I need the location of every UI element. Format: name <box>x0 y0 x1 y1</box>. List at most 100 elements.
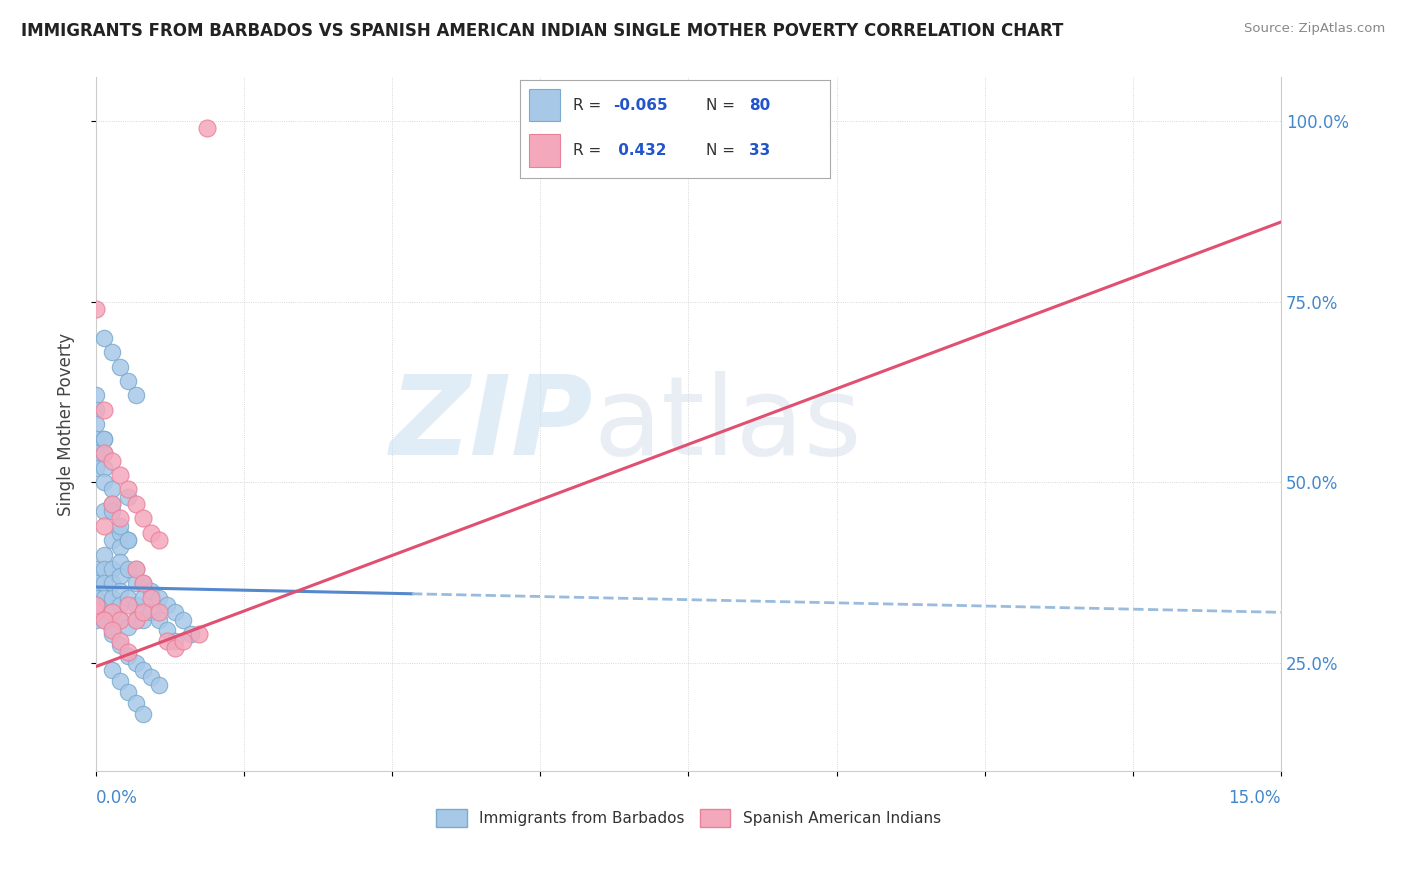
Point <box>141 525 163 540</box>
Point <box>101 345 124 359</box>
Point <box>141 591 163 605</box>
Point <box>101 620 124 634</box>
Point <box>108 359 131 374</box>
Point <box>148 533 170 547</box>
Point <box>117 490 139 504</box>
Point <box>108 613 131 627</box>
Point <box>93 460 115 475</box>
Point <box>156 624 179 638</box>
Point <box>124 696 146 710</box>
Point <box>101 627 124 641</box>
Point <box>93 331 115 345</box>
Point <box>84 446 107 460</box>
Point <box>117 533 139 547</box>
Point <box>124 656 146 670</box>
Point <box>148 613 170 627</box>
Point <box>156 598 179 612</box>
Point <box>93 562 115 576</box>
Point <box>108 673 131 688</box>
Text: N =: N = <box>706 98 735 112</box>
Text: atlas: atlas <box>593 371 862 478</box>
Point <box>108 598 131 612</box>
Point <box>124 497 146 511</box>
Point <box>84 598 107 612</box>
Point <box>124 562 146 576</box>
Point <box>108 613 131 627</box>
Point <box>108 634 131 648</box>
Text: R =: R = <box>572 98 600 112</box>
Point <box>117 685 139 699</box>
Point <box>101 624 124 638</box>
Point <box>172 634 194 648</box>
Point <box>84 388 107 402</box>
Point <box>124 562 146 576</box>
Point <box>132 613 155 627</box>
Point <box>84 562 107 576</box>
Point <box>101 497 124 511</box>
Point <box>101 605 124 619</box>
Point <box>93 504 115 518</box>
Point <box>84 576 107 591</box>
Point <box>156 634 179 648</box>
Point <box>108 541 131 555</box>
Point <box>93 518 115 533</box>
Point <box>124 388 146 402</box>
Point <box>124 613 146 627</box>
Point <box>84 460 107 475</box>
Point <box>108 555 131 569</box>
Point <box>117 620 139 634</box>
Point <box>101 533 124 547</box>
Point <box>148 591 170 605</box>
Point <box>84 605 107 619</box>
Point <box>117 533 139 547</box>
Point <box>84 613 107 627</box>
Point <box>195 121 218 136</box>
Point <box>117 591 139 605</box>
Legend: Immigrants from Barbados, Spanish American Indians: Immigrants from Barbados, Spanish Americ… <box>430 803 946 833</box>
Point <box>101 663 124 677</box>
Point <box>93 403 115 417</box>
Point <box>124 576 146 591</box>
Point <box>108 525 131 540</box>
Point <box>93 591 115 605</box>
Point <box>101 504 124 518</box>
Point <box>93 446 115 460</box>
Point <box>93 432 115 446</box>
Point <box>117 562 139 576</box>
Text: 80: 80 <box>749 98 770 112</box>
Point <box>108 638 131 652</box>
Point <box>132 591 155 605</box>
Point <box>117 598 139 612</box>
Point <box>108 569 131 583</box>
Point <box>163 605 186 619</box>
Point <box>132 511 155 525</box>
Text: 33: 33 <box>749 143 770 158</box>
Point <box>93 576 115 591</box>
Y-axis label: Single Mother Poverty: Single Mother Poverty <box>58 333 75 516</box>
Text: 15.0%: 15.0% <box>1229 789 1281 807</box>
Point <box>101 497 124 511</box>
Point <box>84 301 107 316</box>
Point <box>180 627 202 641</box>
Point <box>93 548 115 562</box>
Point <box>93 475 115 490</box>
FancyBboxPatch shape <box>530 89 561 121</box>
Point <box>117 374 139 388</box>
Text: 0.432: 0.432 <box>613 143 666 158</box>
Point <box>93 432 115 446</box>
Point <box>84 598 107 612</box>
Point <box>124 613 146 627</box>
Point <box>93 613 115 627</box>
Point <box>84 403 107 417</box>
Point <box>132 706 155 721</box>
FancyBboxPatch shape <box>530 134 561 167</box>
Text: N =: N = <box>706 143 735 158</box>
Point <box>141 605 163 619</box>
Text: 0.0%: 0.0% <box>96 789 138 807</box>
Text: -0.065: -0.065 <box>613 98 668 112</box>
Point <box>163 641 186 656</box>
Text: IMMIGRANTS FROM BARBADOS VS SPANISH AMERICAN INDIAN SINGLE MOTHER POVERTY CORREL: IMMIGRANTS FROM BARBADOS VS SPANISH AMER… <box>21 22 1063 40</box>
Point <box>132 663 155 677</box>
Point <box>108 511 131 525</box>
Point <box>132 576 155 591</box>
